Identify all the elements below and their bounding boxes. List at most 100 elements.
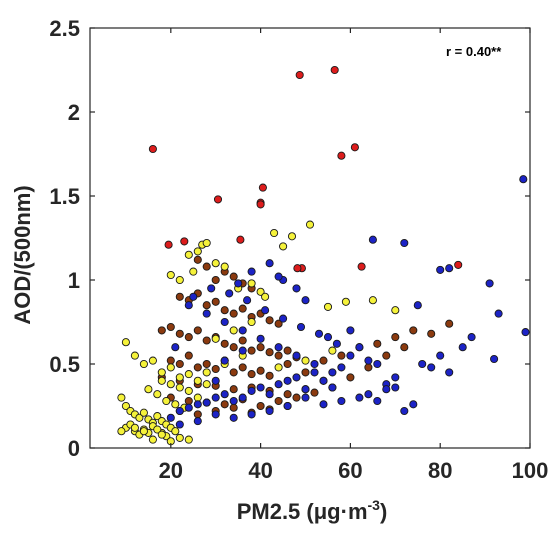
data-point [121, 338, 130, 347]
data-point [211, 410, 220, 419]
plot-frame [89, 27, 531, 449]
data-point [274, 380, 283, 389]
plot-background [90, 28, 530, 448]
data-point [261, 292, 270, 301]
data-point [258, 183, 267, 192]
data-point [175, 373, 184, 382]
data-point [418, 359, 427, 369]
data-point [400, 343, 409, 352]
data-point [211, 297, 220, 306]
data-point [337, 151, 346, 160]
data-point [427, 363, 436, 372]
data-point [319, 376, 328, 385]
data-point [494, 309, 503, 318]
data-point [175, 406, 184, 416]
data-point [445, 319, 454, 328]
data-point [139, 359, 148, 369]
data-point [135, 413, 144, 422]
data-point [166, 270, 175, 280]
x-axis-label-close: ) [380, 499, 387, 524]
data-point [184, 370, 193, 379]
data-point [184, 403, 193, 412]
data-point [261, 306, 270, 315]
data-point [148, 435, 157, 444]
data-point [175, 329, 184, 338]
data-point [256, 287, 265, 296]
data-point [180, 237, 189, 246]
data-point [283, 376, 292, 385]
data-point [247, 386, 256, 395]
data-point [391, 333, 400, 342]
data-point [236, 235, 245, 244]
x-tick-label: 80 [428, 458, 452, 483]
data-point [485, 279, 494, 288]
data-point [301, 385, 310, 394]
data-point [265, 390, 274, 399]
data-point [220, 339, 229, 348]
data-point [117, 393, 126, 402]
data-point [220, 262, 229, 271]
data-point [202, 238, 211, 248]
data-point [229, 396, 238, 406]
data-point [189, 267, 198, 276]
data-point [171, 427, 180, 436]
data-point [139, 427, 148, 436]
data-point [283, 390, 292, 399]
data-point [409, 400, 418, 409]
data-point [229, 368, 238, 377]
data-point [346, 373, 355, 382]
data-point [220, 390, 229, 399]
data-point [207, 284, 216, 293]
data-point [256, 343, 265, 352]
data-point [229, 272, 238, 281]
data-point [283, 359, 292, 369]
y-tick-label: 1 [68, 268, 80, 293]
data-point [256, 383, 265, 392]
data-points [117, 65, 530, 446]
data-point [157, 376, 166, 385]
y-tick-label: 1.5 [49, 184, 80, 209]
data-point [247, 410, 256, 419]
data-point [162, 396, 171, 406]
data-point [220, 306, 229, 315]
data-point [391, 383, 400, 392]
data-point [213, 195, 223, 204]
data-point [184, 396, 193, 406]
data-point [139, 408, 148, 417]
data-point [256, 366, 265, 375]
data-point [211, 364, 220, 374]
data-point [220, 317, 229, 327]
data-point [319, 400, 328, 409]
data-point [368, 235, 377, 244]
data-point [467, 333, 476, 342]
data-point [346, 326, 355, 335]
x-tick-label: 60 [338, 458, 362, 483]
data-point [454, 260, 463, 269]
data-point [238, 363, 247, 372]
x-axis-label: PM2.5 (μg·m-3) [237, 497, 388, 524]
data-point [220, 400, 229, 409]
data-point [256, 401, 265, 411]
data-point [323, 333, 333, 342]
plot-area [90, 28, 530, 448]
data-point [265, 371, 274, 380]
data-point [202, 380, 211, 389]
data-point [238, 336, 247, 345]
data-point [521, 328, 530, 337]
data-point [166, 413, 175, 422]
data-point [293, 264, 302, 273]
data-point [234, 279, 243, 288]
data-point [189, 292, 198, 301]
data-point [229, 385, 238, 394]
data-point [310, 359, 319, 369]
data-point [211, 376, 220, 385]
data-point [175, 433, 184, 442]
data-point [193, 326, 202, 335]
y-tick-label: 2.5 [49, 16, 80, 41]
y-axis-label: AOD/(500nm) [10, 185, 35, 324]
data-point [283, 401, 292, 411]
data-point [368, 296, 377, 305]
data-point [184, 250, 193, 259]
data-point [295, 70, 304, 80]
data-point [445, 368, 454, 377]
